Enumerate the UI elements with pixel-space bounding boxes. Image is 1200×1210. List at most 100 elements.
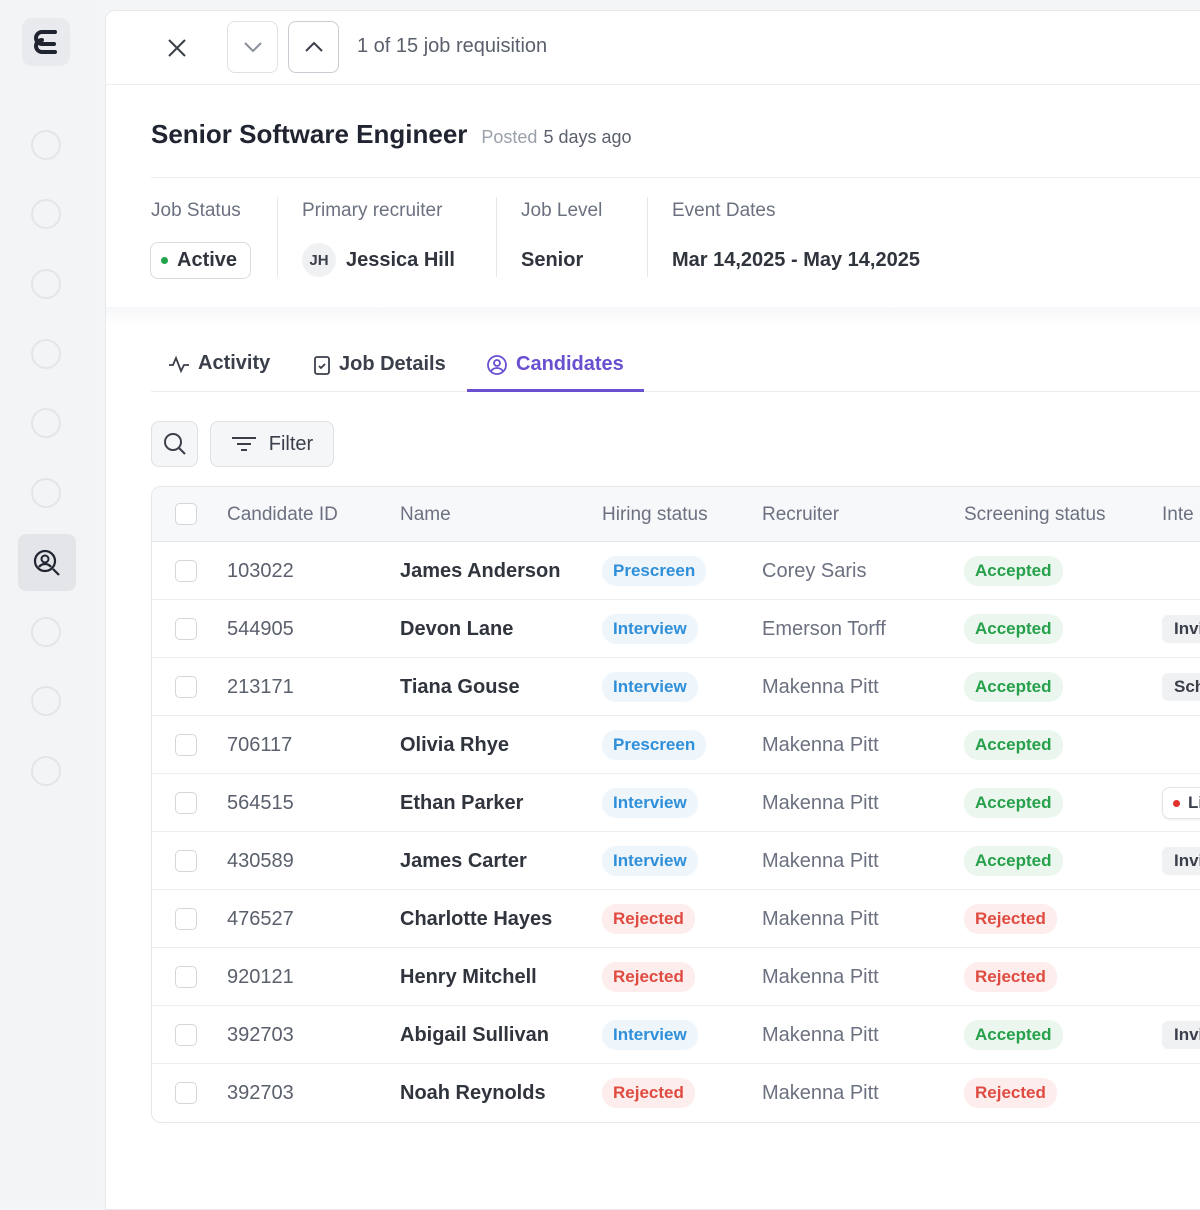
checkbox[interactable] [175,618,197,640]
hiring-badge: Interview [602,1020,698,1050]
filter-icon [231,437,256,451]
hiring-cell: Rejected [602,948,695,1006]
candidate-name[interactable]: Abigail Sullivan [400,1023,549,1046]
chevron-down [243,42,262,53]
info-label: Event Dates [672,200,776,221]
counter: 1 of 15 job requisition [357,35,548,57]
candidate-name[interactable]: James Anderson [400,559,561,582]
candidate-id: 476527 [227,907,294,930]
posted-label: Posted [481,127,538,147]
search-button[interactable] [151,421,198,467]
column-header: Candidate ID [227,503,338,525]
info-label: Job Status [151,200,241,221]
checkbox[interactable] [175,503,197,525]
screening-badge: Accepted [964,1020,1063,1050]
nav-item[interactable] [31,130,61,160]
separator [496,197,497,277]
candidate-name[interactable]: Tiana Gouse [400,675,520,698]
interview-badge: Li [1162,787,1200,819]
screening-cell: Accepted [964,542,1063,600]
table-row: 392703 Noah Reynolds Rejected Makenna Pitt R… [152,1064,1200,1122]
candidate-name[interactable]: Olivia Rhye [400,733,509,756]
recruiter: Makenna Pitt [762,1023,879,1046]
checkbox[interactable] [175,560,197,582]
tab-active[interactable]: Candidates [486,353,624,376]
nav-item[interactable] [31,199,61,229]
table-row: 476527 Charlotte Hayes Rejected Makenna Pit… [152,890,1200,948]
checkbox[interactable] [175,734,197,756]
screening-badge: Accepted [964,614,1063,644]
logo-icon [34,30,57,54]
table-header: Candidate ID Name Hiring status Recruiter Sc… [152,487,1200,542]
title-row: Senior Software Engineer Posted 5 days a… [151,119,632,150]
hiring-badge: Interview [602,846,698,876]
divider [151,177,1200,178]
hiring-cell: Prescreen [602,542,707,600]
nav-item[interactable] [31,408,61,438]
checkbox[interactable] [175,1024,197,1046]
nav-item[interactable] [31,686,61,716]
checkbox[interactable] [175,1082,197,1104]
tab-label: Job Details [339,353,446,375]
tab[interactable]: Job Details [313,353,446,376]
candidate-name[interactable]: Devon Lane [400,617,514,640]
tab-label: Candidates [516,353,624,375]
column-header: Screening status [964,503,1106,525]
checkbox[interactable] [175,908,197,930]
screening-badge: Accepted [964,672,1063,702]
candidate-id: 392703 [227,1081,294,1104]
logo[interactable] [22,18,70,66]
screening-badge: Accepted [964,846,1063,876]
prev-button[interactable] [288,21,339,73]
filter-button[interactable]: Filter [210,421,334,467]
screening-cell: Rejected [964,890,1057,948]
interview-text: Invi [1174,1025,1200,1044]
info-value: Jessica Hill [346,249,455,271]
table-row: 213171 Tiana Gouse Interview Makenna Pitt Ac… [152,658,1200,716]
tab-label: Activity [198,352,271,374]
tab-icon [314,355,330,375]
candidate-name[interactable]: Henry Mitchell [400,965,537,988]
hiring-badge: Rejected [602,1078,695,1108]
interview-cell: Invi [1162,600,1200,658]
hiring-badge: Prescreen [602,556,707,586]
candidate-name[interactable]: James Carter [400,849,527,872]
nav-item[interactable] [31,339,61,369]
screening-cell: Accepted [964,716,1063,774]
status-dot [161,257,168,264]
posted-value: 5 days ago [543,127,632,147]
screening-badge: Accepted [964,556,1063,586]
candidate-name[interactable]: Noah Reynolds [400,1081,546,1104]
status-value: Active [177,249,238,271]
candidate-id: 544905 [227,617,294,640]
nav-item[interactable] [31,269,61,299]
hiring-cell: Interview [602,658,698,716]
candidate-name[interactable]: Charlotte Hayes [400,907,553,930]
tab[interactable]: Activity [168,352,270,375]
recruiter: Emerson Torff [762,617,886,640]
nav-item[interactable] [31,478,61,508]
screening-badge: Accepted [964,730,1063,760]
close-icon[interactable] [166,37,188,59]
checkbox[interactable] [175,676,197,698]
next-button[interactable] [227,21,278,73]
separator [277,197,278,277]
nav-item-active[interactable] [18,534,76,591]
nav-item[interactable] [31,756,61,786]
interview-badge: Invi [1162,615,1200,643]
divider [106,84,1200,85]
main-panel: 1 of 15 job requisition Senior Software … [105,10,1200,1210]
candidate-id: 920121 [227,965,294,988]
live-dot [1173,799,1180,807]
screening-cell: Rejected [964,1064,1057,1122]
separator [647,197,648,277]
candidate-name[interactable]: Ethan Parker [400,791,524,814]
checkbox[interactable] [175,850,197,872]
checkbox[interactable] [175,966,197,988]
table-row: 430589 James Carter Interview Makenna Pitt A… [152,832,1200,890]
hiring-badge: Interview [602,614,698,644]
column-header: Recruiter [762,503,840,525]
nav-item[interactable] [31,617,61,647]
interview-badge: Invi [1162,847,1200,875]
checkbox[interactable] [175,792,197,814]
